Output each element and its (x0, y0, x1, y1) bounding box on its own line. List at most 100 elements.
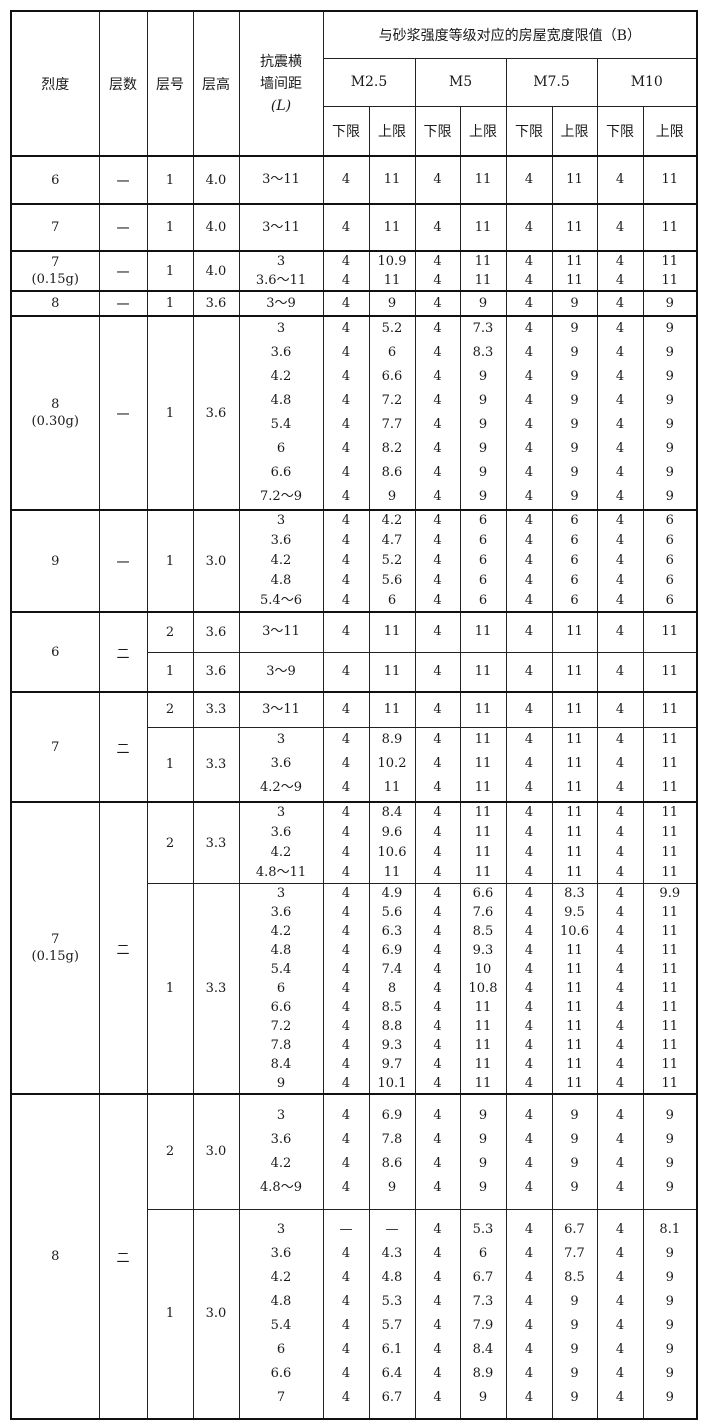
m5-lower-value: 4 (433, 1000, 442, 1015)
m25-upper-value: 5.6 (381, 573, 403, 588)
m25-lower-value: — (339, 1221, 353, 1237)
m25-lower-value: 4 (341, 663, 351, 679)
m10-upper-value: 11 (661, 663, 679, 679)
m75-lower-cell: 4 4 4 4 (505, 1093, 553, 1210)
intensity-text: 8 (51, 1249, 60, 1264)
m5-upper-value: 11 (474, 732, 492, 748)
m75-upper-value: 8.3 (564, 886, 585, 901)
m25-upper-value: 4.7 (381, 533, 403, 548)
m5-upper-value: 6 (478, 533, 488, 548)
m10-lower-value: 4 (615, 369, 625, 384)
m75-upper-value: 10.6 (560, 924, 589, 939)
m5-upper-value: 6 (478, 593, 488, 608)
m10-upper-value: 11 (661, 254, 679, 269)
wall-spacing-value: 4.8～9 (260, 1179, 302, 1195)
m10-lower-value: 4 (615, 1057, 625, 1072)
cell-lines: 3～9 (240, 293, 322, 315)
cell-lines: 4 (598, 216, 642, 240)
header-grade: M2.5 (322, 57, 416, 107)
wall-spacing-cell: 3 3.6 4.2 4.8 5.4 6 6.6 7 (238, 1208, 324, 1420)
m25-lower-value: 4 (341, 1293, 351, 1309)
layer-cell: 1 (146, 651, 194, 693)
m25-upper-value: 11 (383, 865, 401, 880)
m75-upper-value: 11 (566, 780, 583, 796)
cell-lines: 8.9 10.2 11 (370, 728, 414, 800)
cell-lines: 4 4 4 4 4 4 4 4 (507, 318, 551, 509)
m5-lower-value: 4 (433, 1245, 442, 1261)
cell-lines: 9 9 9 9 9 9 9 9 (553, 318, 596, 509)
wall-spacing-cell: 3～11 (238, 155, 324, 205)
m25-upper-cell: 6.9 7.8 8.6 9 (368, 1093, 416, 1210)
m25-lower-value: 4 (341, 1000, 351, 1015)
table-body: 6 一 1 4.0 3～11 4 11 4 11 4 11 4 11 7 一 1 4.0 3～11 4 11 4 11 4 1… (10, 155, 698, 1420)
m25-lower-value: 4 (341, 701, 351, 717)
m10-upper-value: 8.1 (659, 1221, 681, 1237)
header-upper: 上限 (551, 105, 598, 157)
wall-spacing-value: 4.8 (270, 943, 292, 958)
m5-upper-value: 11 (474, 663, 492, 679)
m75-upper-value: 11 (566, 1076, 583, 1091)
intensity-text: (0.15g) (31, 272, 79, 287)
m25-lower-value: 4 (341, 905, 351, 920)
m25-lower-value: 4 (341, 1179, 351, 1195)
m10-upper-value: 6 (665, 533, 674, 548)
m75-upper-value: 9 (570, 1341, 579, 1357)
height-cell: 3.6 (192, 651, 240, 693)
m25-upper-value: 6 (387, 345, 397, 360)
cell-lines: 11 (461, 216, 505, 240)
m5-lower-value: 4 (433, 624, 442, 640)
m25-lower-value: 4 (341, 780, 351, 796)
m25-upper-value: 11 (383, 701, 401, 717)
m25-upper-value: 10.6 (377, 845, 407, 860)
m75-lower-value: 4 (524, 1155, 534, 1171)
intensity-cell: 6 (10, 155, 100, 205)
intensity-text: 7 (51, 932, 60, 947)
m75-upper-value: 11 (566, 273, 583, 288)
cell-lines: 4 4 4 4 (416, 804, 459, 883)
m25-upper-cell: 11 (368, 691, 416, 728)
table-row: 7 (0.15g) 二 2 3.3 3 3.6 4.2 4.8～11 4 4 4 4 8.4 9.6 10.6… (10, 801, 698, 1095)
table-row: 1 3.3 3 3.6 4.2 4.8 5.4 6 6.6 7.2 7.8 8.4 9 4 4 4 4 4 4 4 4 4… (11, 883, 698, 1095)
m10-lower-cell: 4 (596, 651, 644, 693)
m25-lower-value: 4 (341, 172, 351, 187)
m10-upper-value: 11 (661, 845, 679, 860)
intensity-text: 7 (51, 739, 60, 755)
m10-lower-value: 4 (615, 1179, 625, 1195)
m5-upper-cell: 11 11 (459, 250, 507, 292)
m75-lower-value: 4 (524, 254, 534, 269)
m75-lower-value: 4 (524, 886, 534, 901)
m25-upper-value: 7.8 (381, 1131, 403, 1147)
cell-lines: 3 3.6 4.2～9 (240, 728, 322, 800)
cell-lines: 10.9 11 (370, 253, 414, 290)
m5-lower-value: 4 (433, 465, 442, 480)
m75-upper-value: 11 (566, 1057, 583, 1072)
layer-cell: 2 (146, 691, 194, 728)
m10-upper-value: 9 (665, 1389, 674, 1405)
cell-lines: 4 4 4 4 4 4 4 4 4 4 4 (416, 884, 459, 1093)
header-lower: 下限 (505, 105, 553, 157)
m5-lower-value: 4 (433, 296, 442, 311)
m10-upper-value: 11 (661, 1000, 679, 1015)
cell-lines: 4 4 4 4 (416, 1104, 459, 1200)
cell-lines: 8.1 9 9 9 9 9 9 9 (644, 1218, 696, 1410)
m25-upper-value: 7.2 (381, 393, 403, 408)
m5-lower-cell: 4 (414, 691, 461, 728)
m5-upper-value: 8.9 (472, 1365, 494, 1381)
layer-cell: 1 (146, 250, 194, 292)
m5-upper-value: 8.5 (472, 924, 494, 939)
m25-upper-value: 9.6 (381, 825, 403, 840)
m5-lower-value: 4 (433, 1317, 442, 1333)
height-cell: 3.3 (192, 883, 240, 1095)
m25-upper-value: 8.5 (381, 1000, 403, 1015)
layer-cell: 2 (146, 1093, 194, 1210)
m25-upper-value: 5.7 (381, 1317, 403, 1333)
cell-lines: 4 (324, 698, 368, 722)
m10-upper-value: 11 (661, 825, 679, 840)
wall-spacing-value: 3 (276, 1107, 286, 1123)
floors-cell: 二 (98, 801, 148, 1095)
wall-spacing-value: 4.2 (270, 369, 292, 384)
cell-lines: 4 (507, 660, 551, 684)
m10-lower-value: 4 (615, 573, 625, 588)
layer-cell: 1 (146, 1208, 194, 1420)
